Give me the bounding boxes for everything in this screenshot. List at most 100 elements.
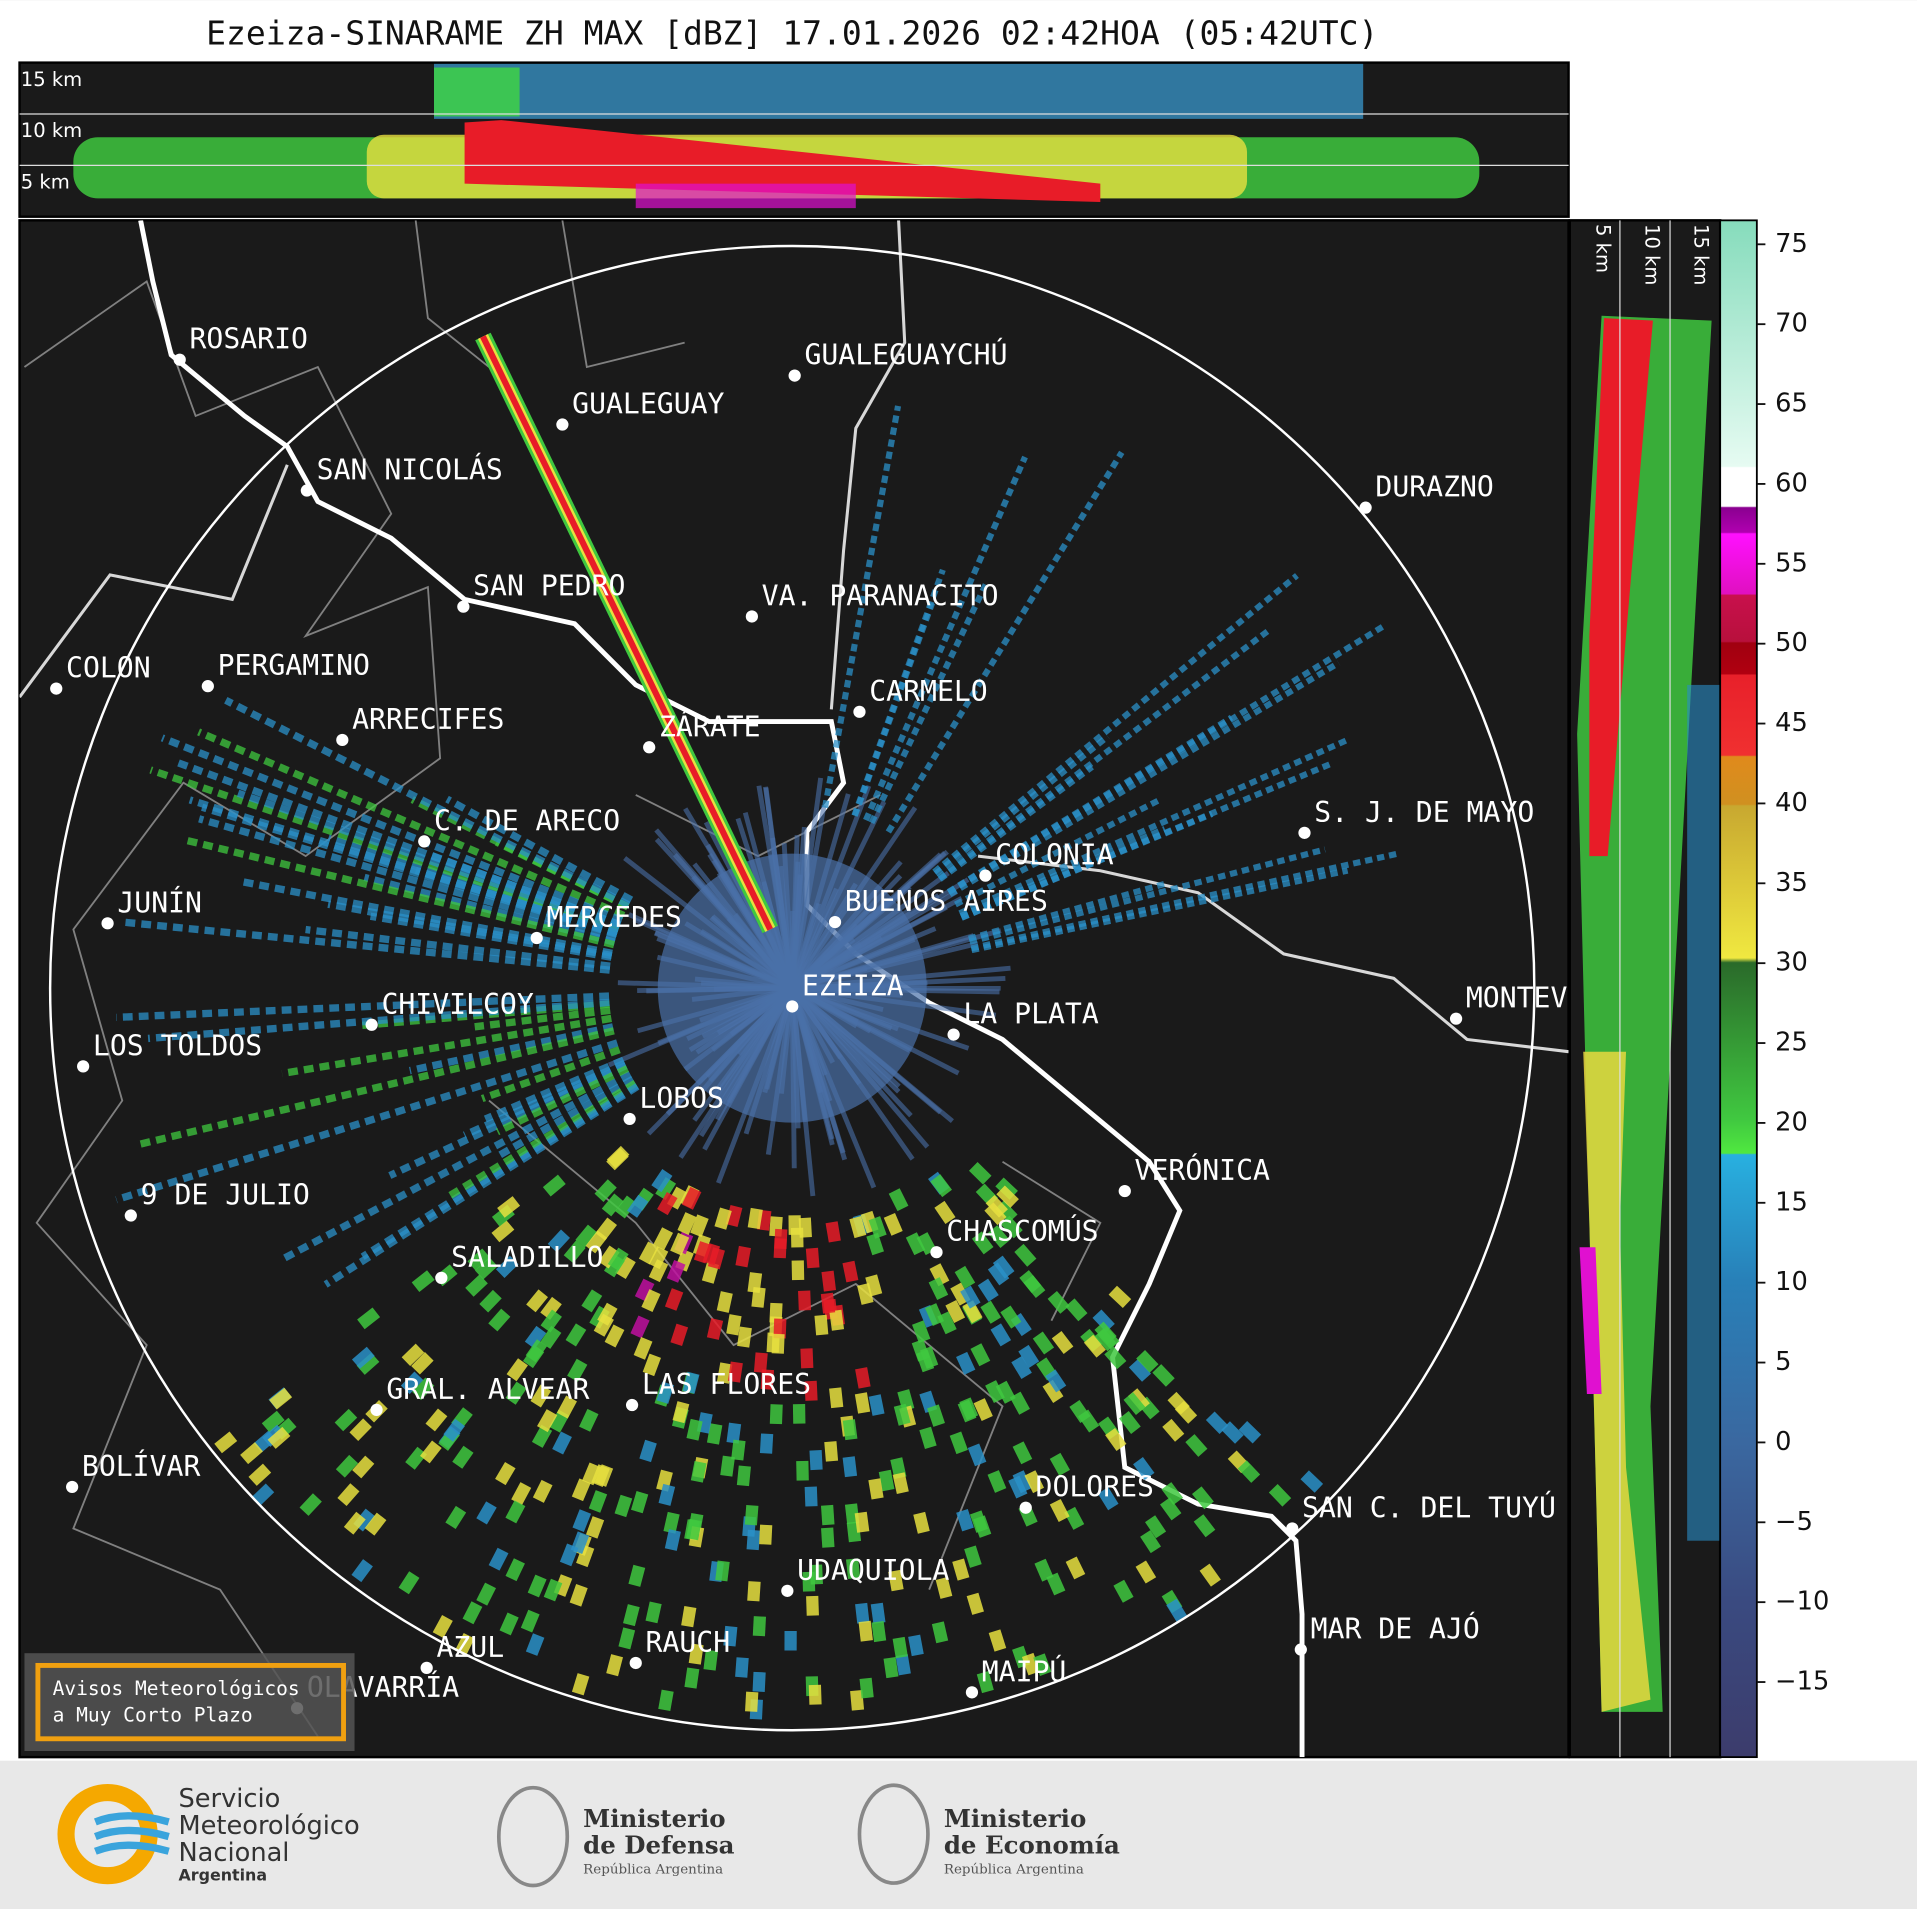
logo-text: República Argentina (944, 1862, 1084, 1877)
echo (1049, 1498, 1070, 1522)
echo (597, 1302, 618, 1326)
echo (483, 1056, 625, 1123)
logo-defensa: Ministerio de Defensa República Argentin… (496, 1785, 735, 1888)
echo (525, 1339, 547, 1363)
echo (352, 1455, 375, 1479)
echo (1687, 684, 1721, 1541)
echo (919, 1426, 937, 1449)
echo (337, 1483, 360, 1507)
echo (949, 1431, 968, 1455)
echo (552, 1431, 572, 1455)
echo (147, 998, 610, 1043)
echo (987, 1470, 1007, 1493)
echo (664, 1288, 684, 1311)
city-dot (365, 1018, 378, 1031)
echo (913, 1511, 930, 1534)
echo (1047, 1290, 1070, 1314)
cities: ROSARIO GUALEGUAYCHÚ GUALEGUAY SAN NICOLÁS D… (50, 323, 1569, 1715)
height-label: 5 km (1592, 224, 1615, 273)
echo (414, 866, 619, 937)
echo (773, 1238, 787, 1259)
city-label: SAN NICOLÁS (317, 453, 503, 487)
echo (930, 1174, 952, 1198)
echo (412, 1377, 435, 1401)
city-label: AZUL (436, 1631, 504, 1664)
logo-text: de Defensa (583, 1831, 734, 1860)
echo (520, 1609, 540, 1633)
city-dot (745, 610, 758, 623)
echo (976, 1671, 994, 1694)
echo (1092, 1309, 1115, 1333)
echo (798, 1290, 812, 1311)
city-dot (1286, 1522, 1299, 1535)
echo (686, 1418, 703, 1441)
echo (454, 1633, 475, 1657)
echo (452, 1445, 474, 1469)
echo (351, 1559, 373, 1583)
echo (821, 1527, 835, 1548)
echo (532, 1479, 553, 1503)
echo (970, 1343, 991, 1367)
city-label: 9 DE JULIO (141, 1179, 310, 1212)
city-dot (50, 682, 63, 695)
echo (798, 1217, 812, 1238)
city-dot (781, 1584, 794, 1597)
echo (351, 1346, 375, 1369)
echo (752, 1616, 766, 1637)
echo (1018, 1344, 1040, 1368)
city-label: CHASCOMÚS (946, 1214, 1098, 1248)
echo (883, 1657, 899, 1679)
echo (197, 728, 626, 919)
echo (714, 1207, 732, 1230)
echo (236, 789, 621, 931)
city-dot (124, 1209, 137, 1222)
notice-box[interactable] (35, 1662, 346, 1742)
echo (973, 1398, 993, 1422)
city-dot (625, 1398, 639, 1412)
echo (398, 1571, 420, 1595)
echo (623, 1604, 640, 1627)
echo (598, 1245, 620, 1269)
city-dot (623, 1112, 636, 1126)
city-dot (1019, 1501, 1032, 1514)
echo (524, 1325, 547, 1349)
city-dot (828, 915, 842, 929)
echo (753, 1352, 768, 1373)
city-dot (370, 1403, 383, 1417)
echo (715, 1560, 730, 1582)
echo (820, 1504, 835, 1526)
city-dot (1449, 1012, 1463, 1025)
echo (657, 853, 927, 1123)
echo (269, 1387, 293, 1410)
echo (954, 1265, 976, 1289)
echo (1069, 1399, 1091, 1424)
echo (808, 1684, 822, 1705)
echo (525, 1633, 545, 1656)
echo (400, 1371, 424, 1395)
echo (1193, 1514, 1216, 1538)
echo (571, 1478, 591, 1502)
echo (323, 1083, 640, 1288)
echo (863, 455, 1028, 822)
echo (281, 1014, 612, 1078)
echo (1033, 1653, 1052, 1676)
city-label: LOBOS (639, 1082, 724, 1115)
echo (805, 1247, 820, 1269)
city-label: GRAL. ALVEAR (386, 1373, 589, 1406)
echo (411, 1270, 435, 1292)
city-dot (643, 741, 656, 754)
echo (859, 1677, 874, 1699)
echo (703, 1649, 718, 1671)
top-profile-echo (73, 63, 1480, 209)
logo-text: Ministerio (944, 1804, 1086, 1833)
echo (479, 1289, 502, 1313)
echo (505, 1500, 526, 1524)
echo (888, 1188, 909, 1212)
echo (530, 1384, 552, 1408)
echo (425, 1408, 448, 1432)
echo (968, 846, 1326, 945)
logo-smn: Servicio Meteorológico Nacional Argentin… (57, 1784, 360, 1885)
echo (935, 1576, 953, 1599)
echo (968, 1162, 992, 1185)
echo (1045, 1369, 1067, 1393)
